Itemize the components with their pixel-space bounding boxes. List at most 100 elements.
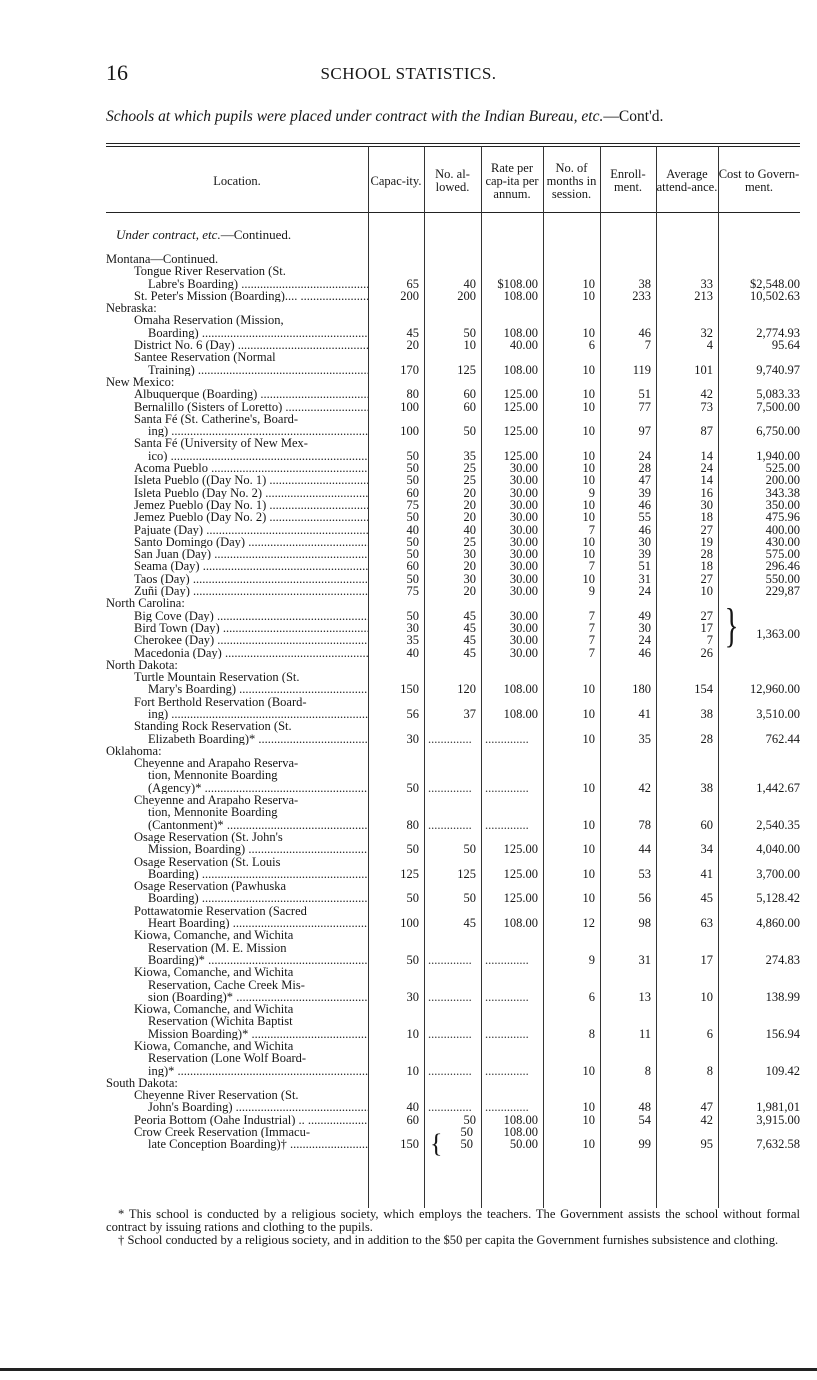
cell-rate: 30.00 [509,510,538,525]
cell-months: 10 [582,706,596,721]
cell-attendance: 42 [700,1112,714,1127]
cell-enrollment: 28 [638,461,652,476]
cell-attendance: 14 [700,448,714,463]
cell-enrollment: 39 [638,547,652,562]
cell-months: 10 [582,1063,596,1078]
cell-rate: $108.00 [497,276,538,291]
location-line: Fort Berthold Reservation (Board- [134,695,307,708]
cell-cost: 296.46 [765,559,800,574]
cell-cost: 550.00 [765,571,800,586]
cell-allowed: 20 [463,559,477,574]
location-line: Kiowa, Comanche, and Wichita [134,1003,294,1016]
cell-enrollment: 98 [638,916,652,931]
cell-capacity: 80 [406,817,420,832]
cell-cost: 229,87 [765,584,800,599]
cell-cost: 1,442.67 [756,780,800,795]
location-line: Boarding) [106,868,368,880]
empty-cell: .............. [428,953,472,967]
state-heading-row: New Mexico: [106,376,800,388]
cell-months: 7 [588,559,595,574]
cell-enrollment: 77 [638,399,652,414]
cell-months: 10 [582,682,596,697]
location-line: Jemez Pueblo (Day No. 2) [106,511,368,523]
cell-capacity: 100 [400,916,419,931]
cell-enrollment: 31 [638,952,652,967]
cell-attendance: 18 [700,559,714,574]
location-line: Heart Boarding) [106,917,368,929]
state-name: South Dakota: [106,1076,178,1090]
cell-enrollment: 31 [638,571,652,586]
footnotes: * This school is conducted by a religiou… [106,1208,800,1247]
cell-cost: 3,510.00 [756,706,800,721]
cell-cost: 525.00 [765,461,800,476]
cell-capacity: 10 [406,1026,420,1041]
state-heading-row: Oklahoma: [106,745,800,757]
cell-cost: 2,540.35 [756,817,800,832]
cell-rate: 30.00 [509,584,538,599]
empty-cell: .............. [428,1027,472,1040]
column-divider [424,146,425,1208]
location-line: Pajuate (Day) [106,524,368,536]
cell-capacity: 30 [406,620,420,635]
cell-cost: 138.99 [765,989,800,1004]
cell-attendance: 19 [700,534,714,549]
location-line: Santa Fé (St. Catherine's, Board- [134,412,299,426]
cell-capacity: 50 [406,608,420,623]
cell-attendance: 28 [700,547,714,562]
cell-enrollment: 49 [638,608,652,623]
cell-months: 7 [588,522,595,537]
cell-months: 10 [582,387,596,402]
header-rate: Rate per cap-ita per annum. [485,160,539,201]
brace-right: } [724,598,739,652]
cell-allowed: 45 [463,620,477,635]
cell-months: 7 [588,608,595,623]
cell-cost: 10,502.63 [750,288,800,303]
cell-rate: 30.00 [509,645,538,660]
cell-cost: 9,740.97 [756,362,800,377]
column-divider [543,146,544,1208]
cell-months: 10 [582,780,596,795]
cell-cost: $2,548.00 [750,276,800,291]
section-label-tail: —Continued. [220,227,292,242]
cell-allowed: 40 [463,276,477,291]
cell-cost: 343.38 [765,485,800,500]
table-row: Kiowa, Comanche, and Wichita Reservation … [106,929,800,966]
cell-rate: 108.00 [503,288,538,303]
table-row: Cheyenne and Arapaho Reserva-tion, Menno… [106,757,800,794]
state-name: North Dakota: [106,658,178,672]
location-line: ing) [106,708,368,720]
cell-months: 10 [582,817,596,832]
cell-months: 9 [588,485,595,500]
cell-cost: 3,915.00 [756,1112,800,1127]
cell-rate: 125.00 [503,448,538,463]
cell-allowed: 40 [463,522,477,537]
table-row: Santo Domingo (Day) 50 25 30.00 10 30 19 430.00 [106,534,800,549]
cell-months: 12 [582,916,596,931]
table-row: Bernalillo (Sisters of Loretto) 100 60 125.… [106,399,800,414]
cell-enrollment: 46 [638,522,652,537]
cell-cost: 12,960.00 [750,682,800,697]
cell-rate: 30.00 [509,559,538,574]
column-divider [481,146,482,1208]
cell-capacity: 45 [406,325,420,340]
cell-cost: 7,500.00 [756,399,800,414]
cell-attendance: 47 [700,1100,714,1115]
cell-capacity: 56 [406,706,420,721]
cell-capacity: 40 [406,1100,420,1115]
cell-rate: 30.00 [509,547,538,562]
cell-allowed: 30 [463,547,477,562]
cell-attendance: 26 [700,645,714,660]
cell-enrollment: 233 [632,288,651,303]
column-divider [368,146,369,1208]
cell-capacity: 50 [406,461,420,476]
state-heading-row: North Dakota: [106,659,800,671]
cell-rate: 108.00 [503,706,538,721]
cell-months: 7 [588,620,595,635]
location-line: sion (Boarding)* [106,991,368,1003]
table-caption: Schools at which pupils were placed unde… [106,108,806,126]
cell-months: 10 [582,325,596,340]
table-top-rule-2 [106,146,800,147]
cell-rate: 125.00 [503,387,538,402]
table-row: Taos (Day) 50 30 30.00 10 31 27 550.00 [106,571,800,586]
